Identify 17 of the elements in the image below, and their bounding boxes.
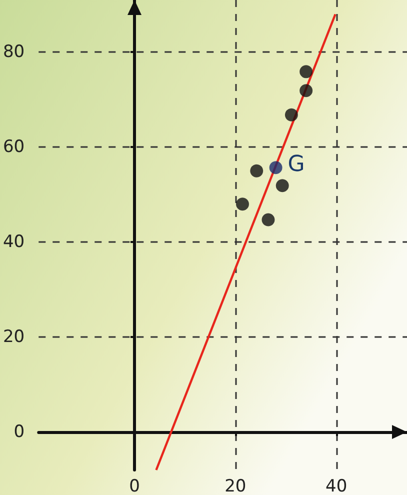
y-tick-label: 80	[2, 42, 25, 62]
point	[300, 84, 313, 98]
y-tick-label: 40	[2, 232, 25, 252]
y-tick-label: 0	[14, 422, 25, 442]
point	[276, 179, 289, 192]
point	[262, 213, 275, 226]
annotation: G	[288, 152, 305, 178]
point	[284, 108, 298, 122]
point	[236, 198, 249, 211]
x-tick-label: 0	[129, 476, 140, 495]
y-tick-label: 20	[2, 327, 25, 348]
x-tick-label: 40	[326, 476, 348, 495]
point	[300, 65, 313, 78]
x-tick-label: 20	[224, 476, 246, 495]
y-tick-label: 60	[2, 137, 25, 158]
point	[269, 161, 282, 174]
point	[250, 164, 264, 178]
